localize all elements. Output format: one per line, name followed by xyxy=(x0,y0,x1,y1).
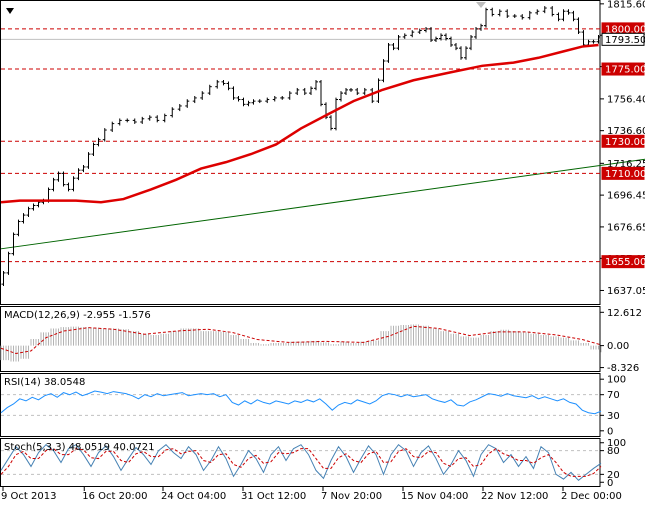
price-axis-label: 1815.60 xyxy=(607,0,645,10)
stoch-panel-frame xyxy=(0,438,601,487)
rsi-axis-label: 0 xyxy=(607,426,613,437)
price-axis-label: 1756.40 xyxy=(607,94,645,105)
rsi-line xyxy=(0,390,602,415)
price-axis-label: 1676.65 xyxy=(607,222,645,233)
macd-axis-label: 0.00 xyxy=(607,341,629,352)
rsi-legend: RSI(14) 38.0548 xyxy=(4,377,85,388)
time-axis-label: 24 Oct 04:00 xyxy=(161,491,226,502)
price-axis-label: 1696.45 xyxy=(607,191,645,202)
rsi-axis-label: 100 xyxy=(607,375,626,386)
macd-legend: MACD(12,26,9) -2.955 -1.576 xyxy=(4,310,151,321)
macd-panel-frame xyxy=(0,306,601,372)
level-label-box xyxy=(601,134,645,148)
rsi-axis-label: 70 xyxy=(607,390,620,401)
level-label-box xyxy=(601,62,645,76)
level-label: 1710.00 xyxy=(605,169,645,180)
current-price-label: 1793.50 xyxy=(605,35,645,46)
down-triangle-icon xyxy=(6,8,14,14)
time-axis-label: 22 Nov 12:00 xyxy=(481,491,548,502)
time-axis-label: 15 Nov 04:00 xyxy=(401,491,468,502)
macd-axis-label: 12.612 xyxy=(607,308,642,319)
level-label: 1730.00 xyxy=(605,137,645,148)
time-axis-label: 7 Nov 20:00 xyxy=(321,491,382,502)
price-axis-label: 1637.05 xyxy=(607,286,645,297)
stoch-axis-label: 20 xyxy=(607,470,620,481)
level-label-box xyxy=(601,255,645,269)
price-panel-frame xyxy=(0,0,601,305)
current-price-label-box xyxy=(601,32,645,46)
stoch-axis-label: 0 xyxy=(607,478,613,489)
time-axis-label: 2 Dec 00:00 xyxy=(561,491,622,502)
stoch-axis-label: 80 xyxy=(607,446,620,457)
level-label: 1800.00 xyxy=(605,24,645,35)
stoch-main-line xyxy=(0,444,602,481)
macd-axis-label: -8.326 xyxy=(607,363,639,374)
time-axis-label: 16 Oct 20:00 xyxy=(82,491,147,502)
level-label: 1655.00 xyxy=(605,257,645,268)
time-axis-label: 31 Oct 12:00 xyxy=(241,491,306,502)
price-axis-label: 1736.60 xyxy=(607,126,645,137)
moving-average-line xyxy=(0,43,599,204)
stoch-signal-line xyxy=(0,448,602,477)
level-label: 1775.00 xyxy=(605,65,645,76)
gray-arrow-icon xyxy=(476,2,486,8)
time-axis-label: 9 Oct 2013 xyxy=(1,491,56,502)
rsi-axis-label: 30 xyxy=(607,411,620,422)
macd-signal-line xyxy=(0,325,602,355)
stoch-legend: Stoch(5,3,3) 48.0519 40.0721 xyxy=(4,442,155,453)
price-axis-label: 1716.25 xyxy=(607,159,645,170)
level-label-box xyxy=(601,166,645,180)
rsi-panel-frame xyxy=(0,373,601,437)
stoch-axis-label: 100 xyxy=(607,438,626,449)
trend-line xyxy=(0,158,645,250)
